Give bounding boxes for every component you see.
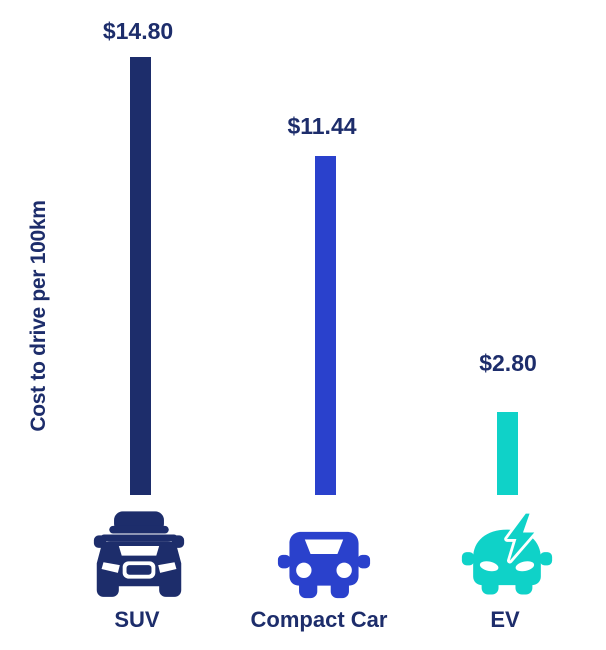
lightning-bolt-icon [507, 513, 535, 561]
bar-compact [315, 156, 336, 495]
bar-suv [130, 56, 151, 495]
value-label-ev: $2.80 [479, 350, 537, 376]
value-label-suv: $14.80 [102, 18, 174, 44]
category-label-suv: SUV [114, 607, 160, 632]
compact-car-icon [277, 531, 371, 599]
category-label-compact: Compact Car [250, 607, 388, 632]
ev-car-icon [461, 510, 553, 595]
suv-car-icon [93, 511, 185, 597]
y-axis-label: Cost to drive per 100km [27, 200, 50, 432]
bar-ev [497, 412, 518, 495]
category-label-ev: EV [490, 607, 520, 632]
value-label-compact: $11.44 [287, 113, 357, 139]
